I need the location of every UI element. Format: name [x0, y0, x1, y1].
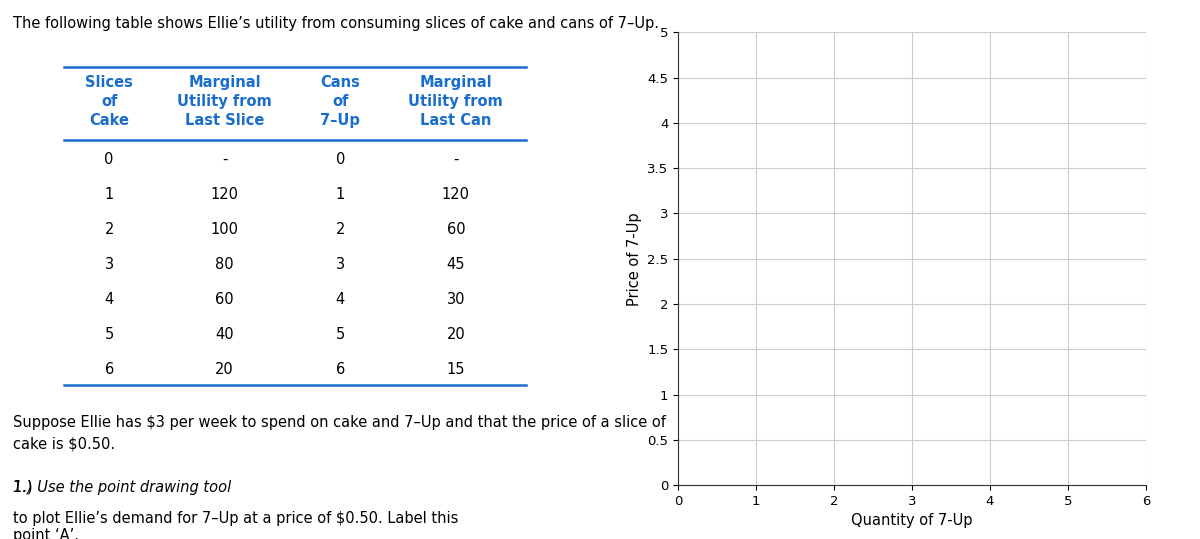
- Text: 4: 4: [104, 292, 114, 307]
- Text: 15: 15: [446, 362, 466, 377]
- Text: Suppose Ellie has $3 per week to spend on cake and 7–Up and that the price of a : Suppose Ellie has $3 per week to spend o…: [13, 415, 666, 451]
- Text: 0: 0: [336, 152, 344, 167]
- Text: 20: 20: [215, 362, 234, 377]
- Text: 1: 1: [104, 187, 114, 202]
- Text: 3: 3: [104, 257, 114, 272]
- Text: 4: 4: [336, 292, 344, 307]
- Text: 40: 40: [215, 327, 234, 342]
- Text: The following table shows Ellie’s utility from consuming slices of cake and cans: The following table shows Ellie’s utilit…: [13, 16, 659, 31]
- Text: Cans
of
7–Up: Cans of 7–Up: [320, 75, 360, 128]
- Text: -: -: [454, 152, 458, 167]
- Text: -: -: [222, 152, 227, 167]
- Text: 100: 100: [211, 222, 239, 237]
- Text: 6: 6: [104, 362, 114, 377]
- Text: 120: 120: [442, 187, 470, 202]
- Text: 1.) Use the point drawing tool: 1.) Use the point drawing tool: [13, 480, 232, 495]
- Text: 6: 6: [336, 362, 344, 377]
- Text: to plot Ellie’s demand for 7–Up at a price of $0.50. Label this
point ‘A’.: to plot Ellie’s demand for 7–Up at a pri…: [13, 511, 458, 539]
- Y-axis label: Price of 7-Up: Price of 7-Up: [626, 212, 642, 306]
- Text: 0: 0: [104, 152, 114, 167]
- Text: 5: 5: [104, 327, 114, 342]
- Text: 2: 2: [104, 222, 114, 237]
- Text: Marginal
Utility from
Last Can: Marginal Utility from Last Can: [408, 75, 503, 128]
- Text: 60: 60: [446, 222, 466, 237]
- Text: 20: 20: [446, 327, 466, 342]
- Text: 1.): 1.): [13, 480, 37, 495]
- Text: 45: 45: [446, 257, 466, 272]
- Text: 120: 120: [211, 187, 239, 202]
- Text: 80: 80: [215, 257, 234, 272]
- Text: 5: 5: [336, 327, 344, 342]
- Text: 3: 3: [336, 257, 344, 272]
- Text: 1: 1: [336, 187, 344, 202]
- Text: 2: 2: [336, 222, 344, 237]
- Text: 60: 60: [215, 292, 234, 307]
- X-axis label: Quantity of 7-Up: Quantity of 7-Up: [851, 513, 973, 528]
- Text: Marginal
Utility from
Last Slice: Marginal Utility from Last Slice: [178, 75, 272, 128]
- Text: Slices
of
Cake: Slices of Cake: [85, 75, 133, 128]
- Text: 30: 30: [446, 292, 466, 307]
